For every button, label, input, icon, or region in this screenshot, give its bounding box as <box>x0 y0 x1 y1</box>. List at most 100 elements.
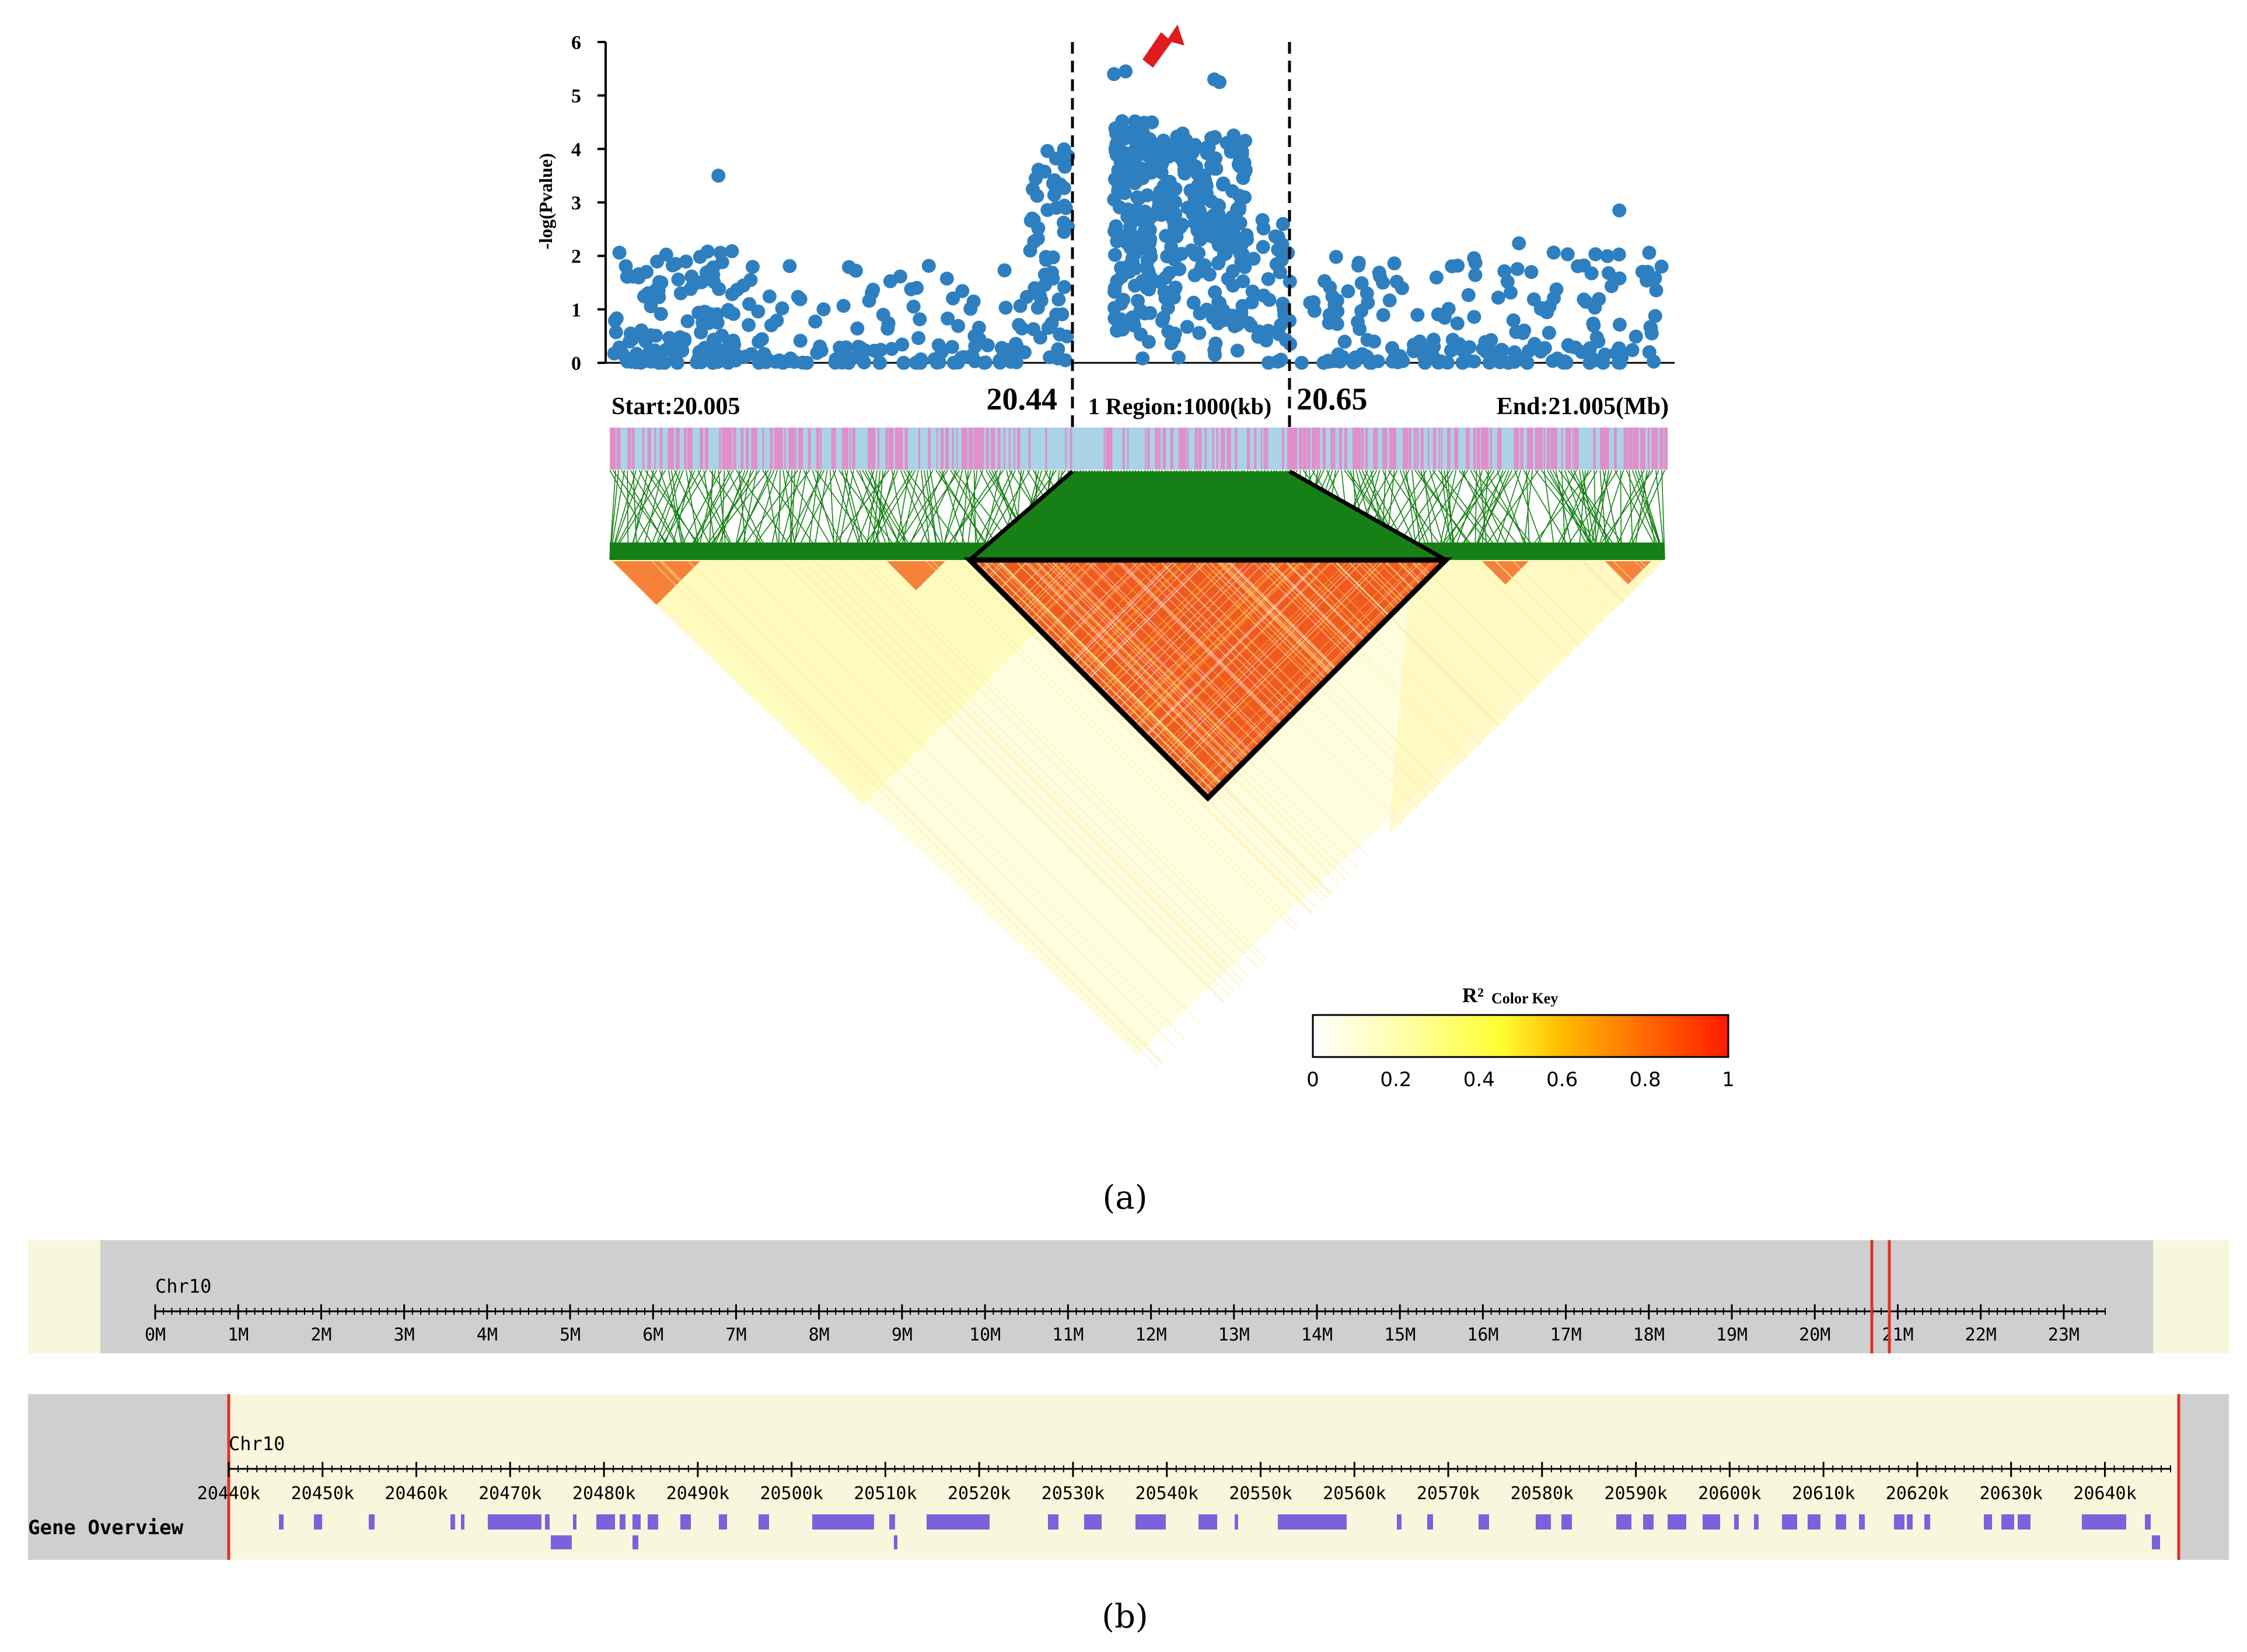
snp-stripe <box>1375 428 1378 470</box>
snp-stripe <box>1483 428 1486 470</box>
snp-stripe <box>648 428 651 470</box>
scatter-point <box>1125 310 1140 325</box>
snp-stripe <box>956 428 958 470</box>
ld-texture-line <box>1207 561 1327 681</box>
gene-block <box>314 1514 322 1530</box>
snp-stripe <box>704 428 708 470</box>
snp-stripe <box>1636 428 1639 470</box>
ld-texture-line <box>1135 561 1303 728</box>
snp-stripe <box>631 428 634 470</box>
snp-stripe <box>1266 428 1268 470</box>
scatter-point <box>1431 307 1445 322</box>
scatter-point <box>997 263 1012 278</box>
snp-stripe <box>1593 428 1596 470</box>
ld-diagonal <box>1384 561 1525 702</box>
gene-block <box>2152 1535 2160 1549</box>
overview-tick-label: 23M <box>2048 1325 2080 1345</box>
snp-stripe <box>1247 428 1250 470</box>
zoom-tick-label: 20630k <box>1979 1483 2042 1504</box>
snp-stripe <box>1546 428 1550 470</box>
scatter-point <box>1306 295 1321 310</box>
scatter-point <box>1109 136 1124 151</box>
snp-stripe <box>684 428 687 470</box>
y-tick-label: 2 <box>571 246 581 268</box>
scatter-point <box>906 299 921 314</box>
snp-stripe <box>1553 428 1557 470</box>
ld-texture-line <box>1135 561 1301 727</box>
scatter-point <box>972 320 986 335</box>
gene-block <box>2001 1514 2014 1530</box>
scatter-point <box>1047 188 1061 202</box>
scatter-point <box>1058 159 1072 174</box>
scatter-point <box>1208 348 1222 362</box>
snp-stripe <box>898 428 901 470</box>
snp-stripe <box>1382 428 1385 470</box>
zoom-tick-label: 20490k <box>666 1483 729 1504</box>
ld-texture-line <box>1112 561 1256 705</box>
ld-diagonal <box>990 561 1328 899</box>
gene-block <box>759 1514 769 1530</box>
scatter-point <box>1348 354 1363 369</box>
ld-texture-line <box>1084 561 1266 742</box>
y-tick-label: 3 <box>571 192 581 214</box>
overview-tick-label: 20M <box>1799 1325 1830 1345</box>
snp-stripe <box>1528 428 1532 470</box>
gene-block <box>279 1514 284 1530</box>
snp-stripe <box>1565 428 1569 470</box>
scatter-point <box>808 314 823 329</box>
ld-diagonal <box>1263 561 1465 762</box>
gene-block <box>1734 1514 1739 1530</box>
scatter-point <box>836 299 851 313</box>
scatter-point <box>1533 344 1548 359</box>
ld-diagonal <box>1026 561 1347 880</box>
scatter-point <box>1140 188 1155 202</box>
scatter-point <box>810 346 824 360</box>
scatter-point <box>1550 351 1564 366</box>
scatter-point <box>1535 301 1549 316</box>
ld-texture-line <box>1398 561 1423 586</box>
snp-stripe <box>1456 428 1459 470</box>
overview-tick-label: 19M <box>1716 1325 1748 1345</box>
gene-block <box>1984 1514 1992 1530</box>
ld-texture-line <box>1267 561 1357 651</box>
snp-stripe <box>820 428 822 470</box>
scatter-point <box>998 300 1013 315</box>
scatter-point <box>1211 295 1225 309</box>
scatter-point <box>782 259 797 274</box>
gene-block <box>1836 1514 1846 1530</box>
gene-block <box>369 1514 375 1530</box>
scatter-point <box>1208 336 1223 351</box>
ld-texture-line <box>1103 561 1275 733</box>
scatter-point <box>1192 326 1207 340</box>
snp-stripe <box>1222 428 1225 470</box>
scatter-point <box>910 281 924 295</box>
scatter-point <box>641 352 655 367</box>
snp-stripe <box>746 428 749 470</box>
snp-stripe <box>1606 428 1609 470</box>
snp-stripe <box>1416 428 1419 470</box>
scatter-point <box>1225 264 1240 278</box>
scatter-point <box>742 318 756 332</box>
snp-stripe <box>1352 428 1355 470</box>
ld-diagonal <box>996 561 1332 896</box>
zoom-tick-label: 20440k <box>197 1483 260 1504</box>
scatter-point <box>1033 330 1047 345</box>
scatter-point <box>1242 316 1256 330</box>
snp-stripe <box>928 428 930 470</box>
ld-diagonal <box>958 561 1313 915</box>
scatter-point <box>1159 229 1173 243</box>
scatter-point <box>1272 354 1287 368</box>
gene-block <box>680 1514 691 1530</box>
ld-texture-line <box>1330 561 1389 620</box>
ld-diagonal <box>1216 561 1441 786</box>
snp-stripe <box>733 428 736 470</box>
snp-stripe <box>1626 428 1629 470</box>
snp-stripe <box>729 428 732 470</box>
scatter-point <box>1467 310 1481 324</box>
ld-texture-line <box>1096 561 1224 688</box>
scatter-point <box>1049 151 1063 166</box>
snp-stripe <box>852 428 855 470</box>
snp-stripe <box>1365 428 1368 470</box>
snp-stripe <box>1389 428 1393 470</box>
snp-stripe <box>1333 428 1336 470</box>
